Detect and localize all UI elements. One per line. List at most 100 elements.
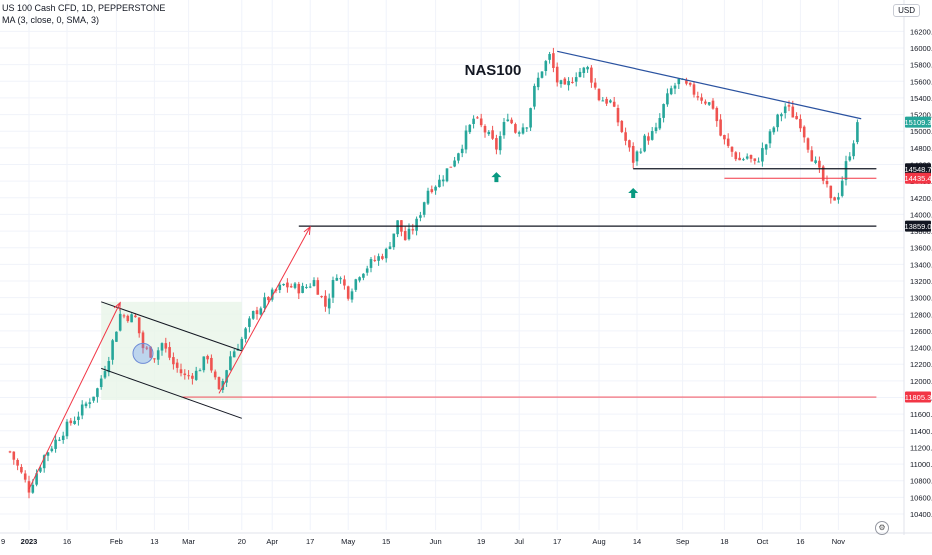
time-axis[interactable]: 9 2023 16 Feb 13 Mar 20 Apr 17 May 15 Jun 19 Jul 17 Aug…	[1, 537, 845, 546]
y-tick-label: 10400.0	[910, 510, 932, 519]
price-axis[interactable]: 10400.0 10600.0 10800.0 11000.0 11200.0 11400…	[910, 27, 932, 519]
resistance-trendline	[557, 50, 862, 120]
candle-body	[229, 356, 232, 371]
candle-body	[441, 179, 445, 182]
candle-body	[719, 119, 722, 136]
candle-body	[495, 138, 498, 150]
candle-body	[726, 138, 730, 146]
price-label: 11805.3	[905, 393, 932, 402]
candle-body	[548, 54, 551, 60]
x-tick-label: 9	[1, 537, 5, 546]
candle-body	[707, 102, 711, 105]
candle-body	[692, 84, 696, 95]
projection-arrow-1	[28, 302, 121, 490]
x-tick-label: 17	[553, 537, 561, 546]
candle-body	[388, 246, 392, 250]
x-tick-label: Mar	[182, 537, 195, 546]
y-tick-label: 11600.0	[910, 410, 932, 419]
candle-body	[772, 127, 776, 133]
candle-body	[248, 318, 251, 327]
candle-body	[175, 362, 179, 368]
candle-body	[365, 268, 369, 273]
y-tick-label: 15800.0	[910, 61, 932, 70]
candle-body	[312, 280, 316, 287]
candle-body	[711, 100, 715, 109]
y-tick-label: 12000.0	[910, 377, 932, 386]
y-tick-label: 13600.0	[910, 244, 932, 253]
x-tick-label: 16	[63, 537, 71, 546]
candle-body	[88, 402, 92, 404]
candle-body	[837, 197, 840, 200]
x-tick-label: May	[341, 537, 355, 546]
candle-body	[825, 180, 829, 185]
candle-body	[92, 396, 95, 401]
candle-body	[647, 136, 650, 141]
candle-body	[301, 285, 304, 293]
candle-body	[354, 279, 358, 290]
y-tick-label: 16200.0	[910, 27, 932, 36]
x-tick-label: 14	[633, 537, 641, 546]
y-tick-label: 14800.0	[910, 144, 932, 153]
y-tick-label: 11000.0	[910, 460, 932, 469]
indicator-legend: MA (3, close, 0, SMA, 3)	[2, 15, 100, 25]
candle-body	[141, 332, 145, 349]
candle-body	[806, 138, 810, 150]
candle-body	[320, 296, 323, 298]
candle-body	[799, 118, 802, 129]
candle-body	[616, 107, 620, 123]
candle-body	[263, 297, 266, 308]
candle-body	[658, 118, 662, 129]
candle-body	[118, 313, 122, 331]
candle-body	[8, 451, 12, 453]
candle-body	[673, 85, 677, 89]
candle-body	[206, 355, 209, 360]
highlight-circle	[132, 342, 154, 364]
y-tick-label: 11200.0	[910, 443, 932, 452]
candle-body	[745, 156, 749, 159]
annotations-back	[101, 301, 242, 400]
candle-body	[818, 160, 821, 168]
y-tick-label: 14200.0	[910, 194, 932, 203]
y-tick-label: 12200.0	[910, 360, 932, 369]
currency-button[interactable]: USD	[893, 4, 920, 17]
price-label-box	[905, 172, 931, 184]
candle-body	[289, 286, 293, 288]
candle-body	[840, 180, 844, 196]
candle-body	[856, 122, 859, 143]
candle-body	[107, 361, 111, 373]
candle-body	[643, 135, 646, 152]
candle-body	[407, 228, 411, 240]
channel-box	[101, 301, 242, 400]
candle-body	[628, 140, 631, 148]
candle-body	[669, 88, 673, 95]
candle-body	[852, 143, 855, 157]
candle-body	[168, 347, 171, 358]
candle-body	[373, 259, 377, 261]
candle-body	[61, 435, 65, 441]
candle-body	[251, 311, 255, 319]
candle-body	[103, 371, 107, 378]
candle-body	[27, 481, 31, 493]
candle-body	[525, 127, 529, 129]
symbol-title: US 100 Cash CFD, 1D, PEPPERSTONE	[2, 3, 166, 13]
candle-body	[308, 286, 312, 288]
candle-body	[419, 215, 422, 218]
candle-body	[506, 119, 510, 122]
candle-body	[510, 119, 513, 124]
candle-body	[544, 61, 548, 72]
candle-body	[331, 280, 335, 298]
candle-body	[795, 116, 798, 120]
settings-icon[interactable]: ⚙	[875, 521, 889, 535]
candle-body	[156, 350, 160, 360]
x-tick-label: 15	[382, 537, 390, 546]
candle-body	[430, 189, 434, 193]
up-arrow-marker	[628, 187, 639, 198]
candle-body	[415, 218, 418, 231]
candles	[8, 47, 859, 499]
candle-body	[77, 416, 80, 420]
candle-body	[381, 256, 384, 259]
candle-body	[783, 106, 787, 114]
y-tick-label: 10600.0	[910, 493, 932, 502]
